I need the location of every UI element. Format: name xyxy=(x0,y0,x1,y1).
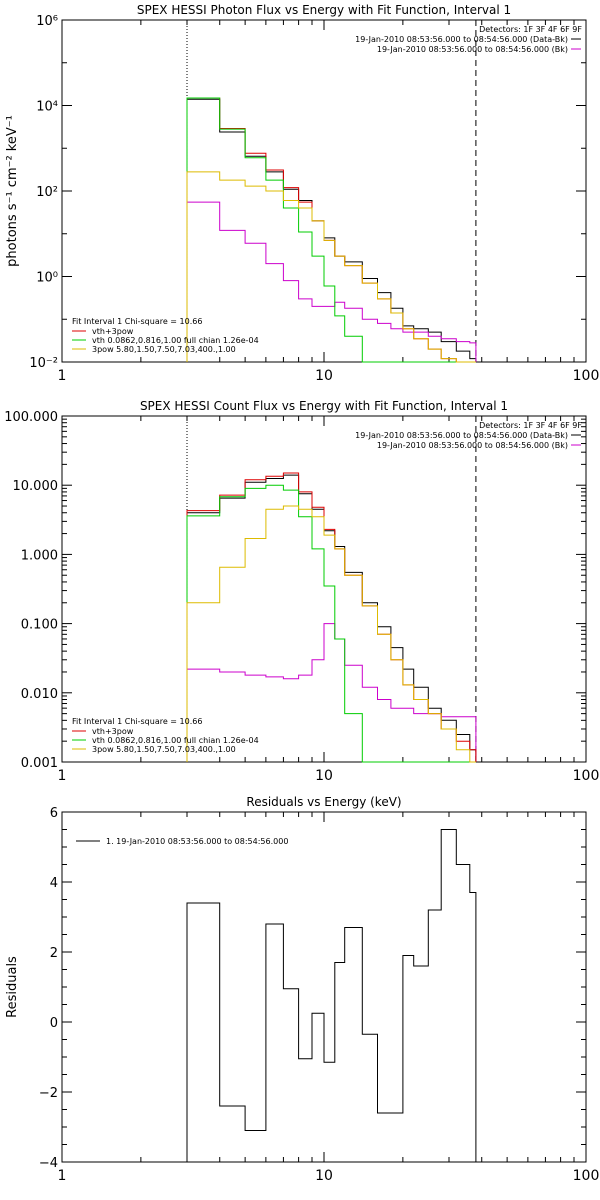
y-axis-label-1: photons s⁻¹ cm⁻² keV⁻¹ xyxy=(5,115,20,267)
series-line-2-3 xyxy=(186,472,477,762)
fit-legend-label: vth 0.0862,0.816,1.00 full chian 1.26e-0… xyxy=(92,336,259,345)
series-line-1-5 xyxy=(186,171,476,363)
y-tick-label: 10⁶ xyxy=(36,14,58,29)
header-line-bk: 19-Jan-2010 08:53:56.000 to 08:54:56.000… xyxy=(377,441,568,450)
y-tick-label: 10⁻² xyxy=(29,356,58,371)
x-tick-label: 1 xyxy=(58,768,67,784)
chart-title-1: SPEX HESSI Photon Flux vs Energy with Fi… xyxy=(137,3,511,17)
x-tick-label: 1 xyxy=(58,1168,67,1184)
y-tick-label: 10⁰ xyxy=(36,271,58,286)
fit-legend-title: Fit Interval 1 Chi-square = 10.66 xyxy=(72,717,202,726)
x-tick-label: 100 xyxy=(573,368,600,384)
header-line-data: 19-Jan-2010 08:53:56.000 to 08:54:56.000… xyxy=(355,431,568,440)
series-line-1-4 xyxy=(186,97,476,363)
header-line-bk: 19-Jan-2010 08:53:56.000 to 08:54:56.000… xyxy=(377,45,568,54)
y-tick-label: 0 xyxy=(50,1016,58,1031)
plot-frame-2 xyxy=(61,415,587,763)
fit-legend-label: vth 0.0862,0.816,1.00 full chian 1.26e-0… xyxy=(92,736,259,745)
fit-legend-label: 3pow 5.80,1.50,7.50,7.03,400.,1.00 xyxy=(92,745,236,754)
residual-legend-label: 1. 19-Jan-2010 08:53:56.000 to 08:54:56.… xyxy=(106,837,288,846)
chart-title-3: Residuals vs Energy (keV) xyxy=(246,795,401,809)
x-tick-label: 10 xyxy=(315,768,333,784)
y-tick-label: 6 xyxy=(50,806,58,821)
fit-legend-label: 3pow 5.80,1.50,7.50,7.03,400.,1.00 xyxy=(92,345,236,354)
detectors-label: Detectors: 1F 3F 4F 6F 9F xyxy=(479,25,582,34)
fit-legend-label: vth+3pow xyxy=(92,327,134,336)
y-tick-label: 0.001 xyxy=(21,756,58,771)
x-tick-label: 10 xyxy=(315,368,333,384)
y-tick-label: 10² xyxy=(36,185,58,200)
y-tick-label: 100.000 xyxy=(4,410,58,425)
y-tick-label: 2 xyxy=(50,946,58,961)
chart-title-2: SPEX HESSI Count Flux vs Energy with Fit… xyxy=(140,399,508,413)
y-tick-label: 10⁴ xyxy=(36,100,58,115)
series-line-3-1 xyxy=(186,829,477,1162)
series-line-2-5 xyxy=(186,505,476,763)
fit-legend-label: vth+3pow xyxy=(92,727,134,736)
x-tick-label: 100 xyxy=(573,1168,600,1184)
y-tick-label: 10.000 xyxy=(13,479,59,494)
y-tick-label: 0.100 xyxy=(21,618,58,633)
plot-frame-3 xyxy=(61,811,587,1163)
y-tick-label: 4 xyxy=(50,876,58,891)
plot-frame-1 xyxy=(61,19,587,363)
series-line-2-4 xyxy=(186,484,476,763)
series-line-2-1 xyxy=(186,474,477,762)
y-axis-label-3: Residuals xyxy=(5,956,20,1018)
y-tick-label: −2 xyxy=(39,1086,58,1101)
header-line-data: 19-Jan-2010 08:53:56.000 to 08:54:56.000… xyxy=(355,35,568,44)
series-line-1-2 xyxy=(186,201,477,362)
x-tick-label: 100 xyxy=(573,768,600,784)
x-tick-label: 10 xyxy=(315,1168,333,1184)
detectors-label: Detectors: 1F 3F 4F 6F 9F xyxy=(479,421,582,430)
fit-legend-title: Fit Interval 1 Chi-square = 10.66 xyxy=(72,317,202,326)
x-tick-label: 1 xyxy=(58,368,67,384)
y-tick-label: 1.000 xyxy=(21,548,58,563)
y-tick-label: 0.010 xyxy=(21,687,58,702)
y-tick-label: −4 xyxy=(39,1156,58,1171)
